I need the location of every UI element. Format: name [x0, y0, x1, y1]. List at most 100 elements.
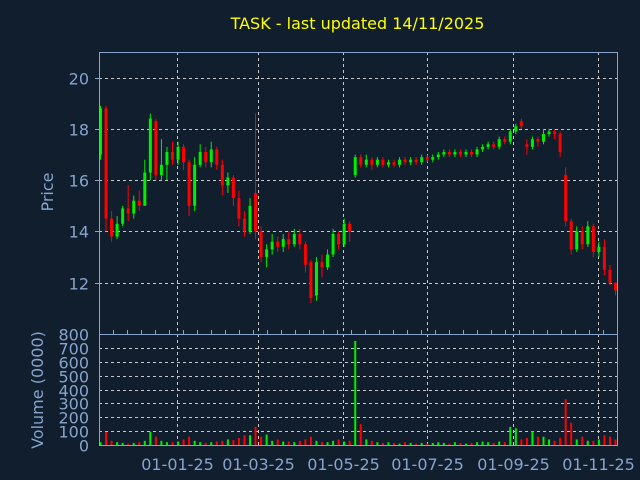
- candle-body: [276, 241, 280, 247]
- candle-body: [580, 231, 584, 245]
- candle-body: [292, 234, 296, 245]
- candle-body: [614, 282, 617, 291]
- candle-body: [326, 254, 330, 268]
- price-tick-label: 12: [69, 275, 89, 294]
- volume-bar: [603, 435, 606, 445]
- candle-body: [359, 157, 363, 165]
- volume-bar: [177, 441, 180, 445]
- candle-body: [542, 134, 546, 142]
- volume-bar: [376, 442, 379, 445]
- date-tick-label: 01-01-25: [141, 455, 214, 474]
- candle-body: [353, 157, 357, 176]
- price-tick-label: 20: [69, 70, 89, 89]
- volume-bar: [553, 440, 556, 445]
- candle-body: [486, 144, 490, 147]
- volume-bar: [309, 436, 312, 445]
- volume-axis-label: Volume (0000): [28, 331, 47, 449]
- candle-body: [176, 146, 180, 160]
- candle-body: [170, 151, 174, 160]
- candle-body: [143, 172, 147, 206]
- volume-tick-label: 500: [58, 368, 89, 387]
- candle-body: [287, 239, 291, 245]
- candle-body: [591, 226, 595, 252]
- volume-bar: [337, 439, 340, 445]
- grid-lines: [99, 52, 617, 445]
- volume-bar: [271, 440, 274, 445]
- volume-tick-label: 200: [58, 409, 89, 428]
- volume-bars: [99, 340, 617, 445]
- volume-bar: [143, 440, 146, 445]
- volume-bar: [542, 436, 545, 445]
- volume-bar: [509, 426, 512, 445]
- volume-bar: [575, 439, 578, 445]
- volume-bar: [226, 439, 229, 445]
- volume-bar: [321, 442, 324, 445]
- volume-bar: [293, 442, 296, 445]
- volume-bar: [525, 438, 528, 445]
- volume-bar: [476, 442, 479, 445]
- candle-body: [536, 139, 540, 142]
- volume-bar: [165, 442, 168, 445]
- volume-bar: [348, 440, 351, 445]
- volume-bar: [531, 431, 534, 445]
- volume-tick-label: 0: [79, 437, 89, 456]
- candle-body: [198, 151, 202, 165]
- candle-body: [519, 121, 523, 127]
- volume-bar: [132, 442, 135, 445]
- candle-body: [409, 159, 413, 163]
- candle-body: [431, 157, 435, 160]
- candle-body: [165, 151, 169, 165]
- candle-body: [148, 118, 152, 173]
- candle-body: [270, 241, 274, 250]
- chart-title: TASK - last updated 14/11/2025: [230, 14, 485, 33]
- date-tick-label: 01-05-25: [307, 455, 380, 474]
- candle-body: [242, 218, 246, 232]
- volume-bar: [453, 442, 456, 445]
- volume-bar: [559, 438, 562, 445]
- candle-body: [436, 154, 440, 158]
- candle-body: [182, 146, 186, 163]
- candle-body: [425, 157, 429, 160]
- volume-bar: [287, 441, 290, 445]
- axes: 1214161820010020030040050060070080001-01…: [58, 52, 635, 474]
- volume-bar: [237, 438, 240, 445]
- volume-bar: [370, 440, 373, 445]
- volume-bar: [171, 442, 174, 445]
- volume-bar: [282, 441, 285, 445]
- candle-body: [331, 234, 335, 255]
- volume-bar: [536, 436, 539, 445]
- date-tick-label: 01-07-25: [391, 455, 464, 474]
- volume-bar: [586, 440, 589, 445]
- volume-bar: [204, 442, 207, 445]
- candle-body: [492, 144, 496, 147]
- candle-body: [525, 144, 529, 147]
- candle-body: [447, 151, 451, 155]
- volume-bar: [503, 442, 506, 445]
- volume-bar: [520, 439, 523, 445]
- volume-bar: [608, 436, 611, 445]
- volume-bar: [498, 441, 501, 445]
- candle-body: [597, 246, 601, 252]
- volume-bar: [110, 440, 113, 445]
- volume-bar: [193, 440, 196, 445]
- volume-bar: [570, 422, 573, 445]
- candle-body: [281, 239, 285, 247]
- volume-bar: [276, 439, 279, 445]
- candle-body: [464, 151, 468, 155]
- volume-bar: [105, 431, 108, 445]
- volume-bar: [464, 443, 467, 445]
- candle-body: [553, 131, 557, 135]
- volume-bar: [359, 424, 362, 445]
- candle-body: [209, 149, 213, 163]
- volume-bar: [470, 442, 473, 445]
- candle-body: [126, 208, 130, 214]
- price-tick-label: 18: [69, 121, 89, 140]
- candle-body: [104, 108, 108, 219]
- volume-bar: [243, 435, 246, 445]
- candle-body: [231, 177, 235, 199]
- candle-body: [215, 149, 219, 165]
- volume-bar: [354, 340, 357, 445]
- candle-body: [254, 193, 258, 232]
